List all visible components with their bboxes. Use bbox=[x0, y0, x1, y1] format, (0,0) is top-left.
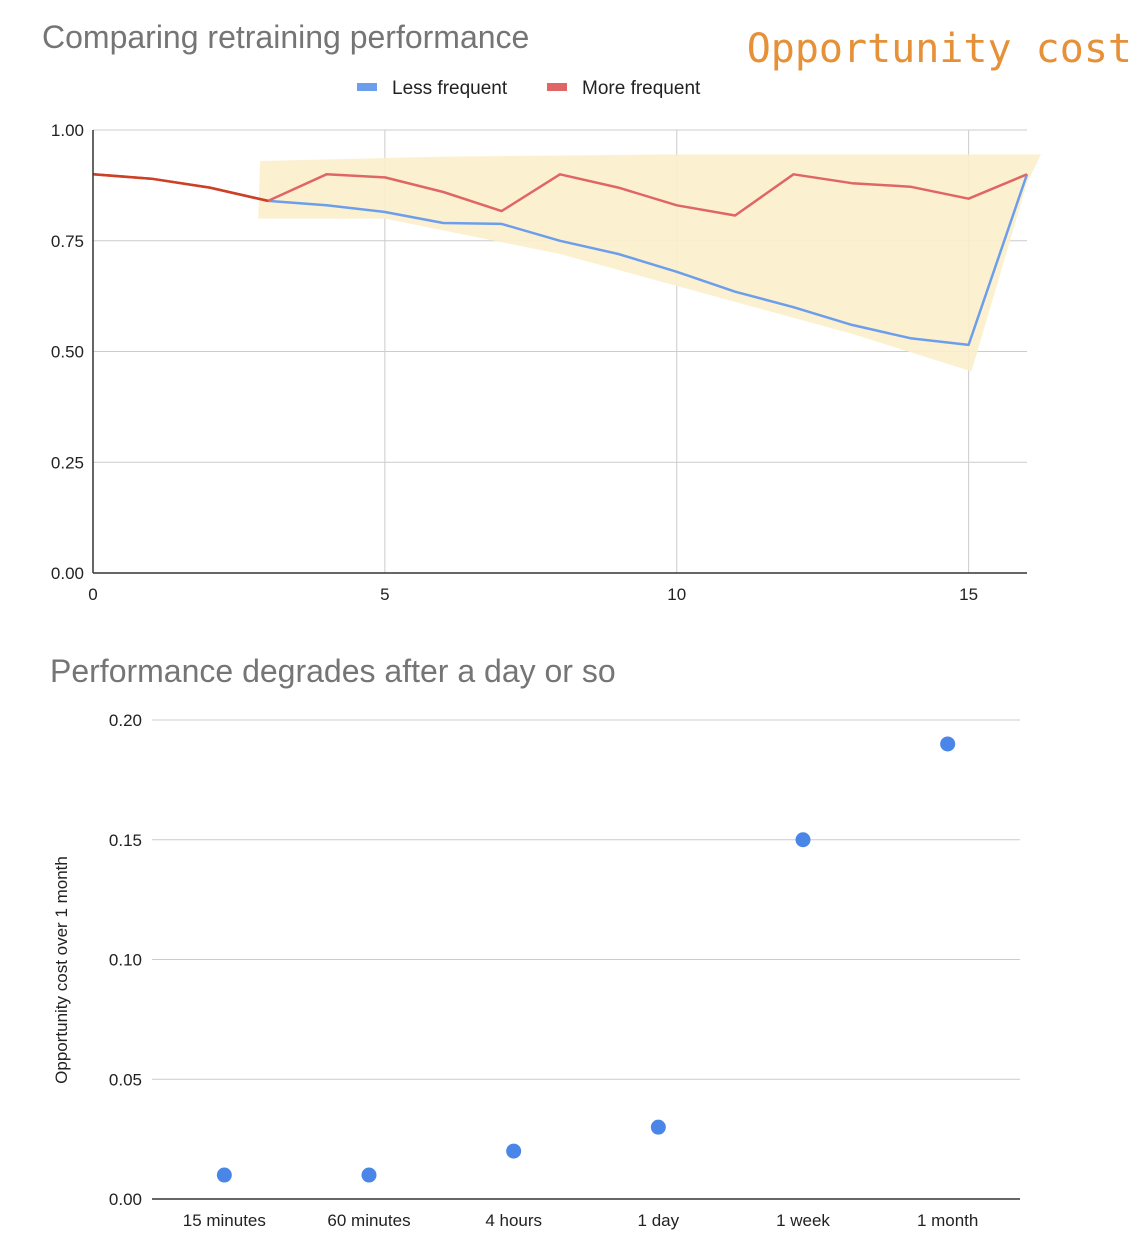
data-point-15-minutes bbox=[216, 1167, 232, 1183]
line-chart-series bbox=[92, 173, 1029, 347]
x-tick-label: 5 bbox=[380, 585, 389, 604]
data-point-4-hours bbox=[506, 1143, 522, 1159]
y-tick-label: 1.00 bbox=[51, 121, 84, 140]
x-tick-label: 15 bbox=[959, 585, 978, 604]
legend-swatch-more-frequent bbox=[547, 83, 567, 91]
x-tick-label: 4 hours bbox=[485, 1211, 542, 1230]
x-tick-label: 1 week bbox=[776, 1211, 830, 1230]
y-tick-label: 0.00 bbox=[51, 564, 84, 583]
data-point-1-week bbox=[795, 832, 811, 848]
y-tick-label: 0.15 bbox=[109, 831, 142, 850]
y-tick-label: 0.50 bbox=[51, 343, 84, 362]
y-tick-label: 0.20 bbox=[109, 711, 142, 730]
opportunity-cost-annotation: Opportunity cost bbox=[747, 26, 1132, 72]
x-tick-label: 1 day bbox=[638, 1211, 680, 1230]
y-tick-label: 0.05 bbox=[109, 1070, 142, 1089]
legend-swatch-less-frequent bbox=[357, 83, 377, 91]
y-tick-label: 0.25 bbox=[51, 453, 84, 472]
scatter-chart-title: Performance degrades after a day or so bbox=[50, 653, 616, 689]
x-tick-label: 1 month bbox=[917, 1211, 978, 1230]
line-chart-legend: Less frequent More frequent bbox=[357, 78, 701, 99]
line-chart: Comparing retraining performance Less fr… bbox=[42, 19, 1042, 604]
x-tick-label: 0 bbox=[88, 585, 97, 604]
line-chart-title: Comparing retraining performance bbox=[42, 19, 529, 55]
scatter-chart-points bbox=[216, 736, 956, 1183]
scatter-chart: Performance degrades after a day or so O… bbox=[50, 653, 1020, 1230]
series-line-shared-start bbox=[92, 173, 269, 203]
data-point-1-month bbox=[940, 736, 956, 752]
data-point-1-day bbox=[650, 1119, 666, 1135]
x-tick-label: 15 minutes bbox=[183, 1211, 266, 1230]
legend-label-less-frequent: Less frequent bbox=[392, 78, 508, 99]
line-chart-axes bbox=[92, 130, 1027, 574]
x-tick-label: 60 minutes bbox=[327, 1211, 410, 1230]
y-tick-label: 0.75 bbox=[51, 232, 84, 251]
scatter-chart-tick-labels: 0.00 0.05 0.10 0.15 0.20 15 minutes 60 minutes… bbox=[109, 711, 978, 1230]
scatter-chart-y-axis-label: Opportunity cost over 1 month bbox=[52, 856, 71, 1084]
y-tick-label: 0.00 bbox=[109, 1190, 142, 1209]
series-line-less-frequent bbox=[268, 173, 1029, 347]
x-tick-label: 10 bbox=[667, 585, 686, 604]
legend-label-more-frequent: More frequent bbox=[582, 78, 701, 99]
line-chart-tick-labels: 0.00 0.25 0.50 0.75 1.00 0 5 10 15 bbox=[51, 121, 978, 604]
data-point-60-minutes bbox=[361, 1167, 377, 1183]
scatter-chart-grid bbox=[152, 719, 1020, 1080]
y-tick-label: 0.10 bbox=[109, 951, 142, 970]
